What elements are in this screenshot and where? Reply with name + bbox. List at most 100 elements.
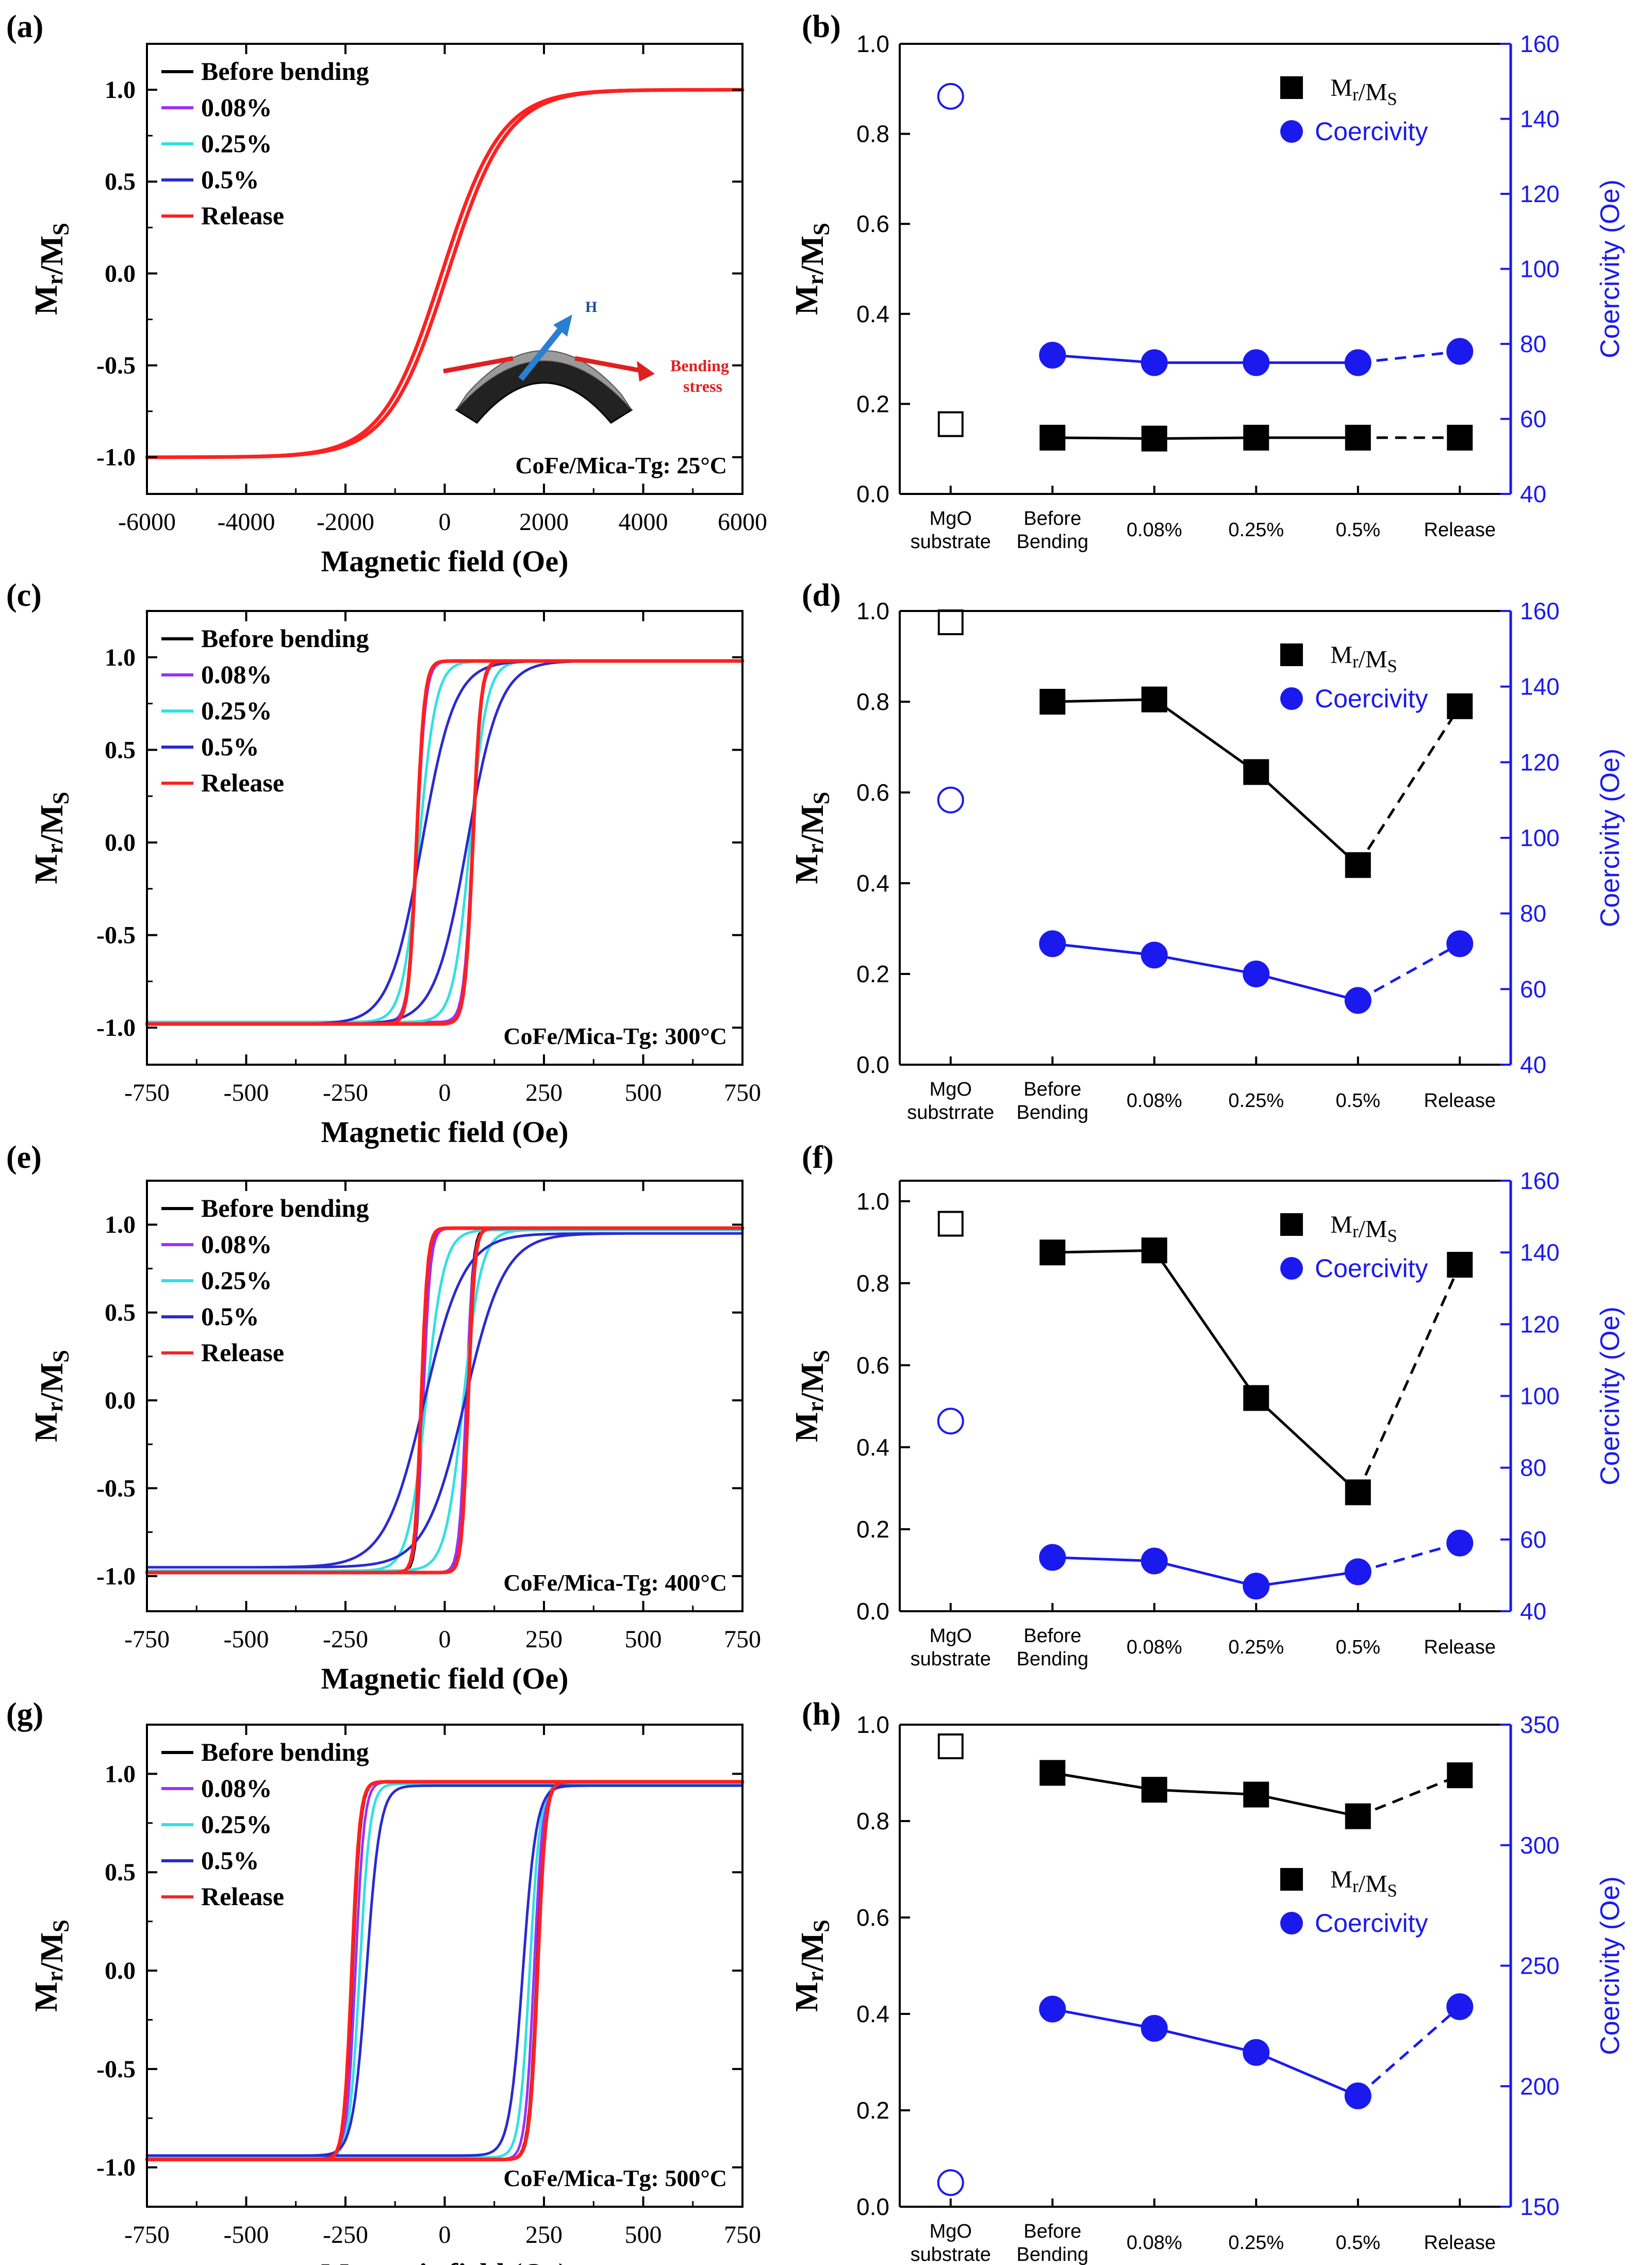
y2-tick-label: 60 [1520,1526,1546,1553]
legend-coercivity-label: Coercivity [1315,117,1428,146]
y2-axis-label: Coercivity (Oe) [1595,179,1625,358]
y2-tick-label: 80 [1520,900,1546,927]
x-tick-label: 0 [439,1079,451,1106]
y-tick-label: 0.6 [856,1904,889,1931]
legend-coercivity-marker [1280,120,1303,143]
y2-tick-label: 120 [1520,180,1560,207]
y2-tick-label: 250 [1520,1953,1560,1979]
y2-tick-label: 160 [1520,1167,1560,1194]
y-tick-label: 0.6 [856,1352,889,1379]
legend-ratio-marker [1280,1213,1303,1236]
x-tick-label: 500 [625,1626,662,1653]
subscript: r [1352,1222,1359,1242]
coercivity-marker [1446,338,1474,365]
ratio-marker [1447,1762,1473,1789]
y-axis-label: Mr/MS [789,223,834,315]
x-tick-label: -500 [224,1626,269,1653]
temperature-annotation: CoFe/Mica-Tg: 300°C [503,1023,727,1049]
y-axis-label: Mr/MS [789,792,834,884]
category-label-line1: MgO [930,1625,972,1647]
category-label: 0.08% [1127,2232,1182,2254]
y2-tick-label: 100 [1520,1383,1560,1410]
coercivity-marker [1243,2039,1270,2066]
ratio-marker [1039,1239,1066,1266]
legend-label-1: 0.08% [201,660,272,689]
summary-panel-d: 0.0 0.2 0.4 0.6 0.8 1.0 40 60 80 100 120 140 160 MgOs… [789,598,1625,1123]
y-tick-label: 0.0 [856,481,889,507]
y-tick-label: -0.5 [96,352,136,379]
category-label-line1: Before [1023,508,1081,530]
panel-label-c: (c) [6,578,42,613]
legend-label-2: 0.25% [201,696,272,725]
legend-coercivity-marker [1280,1912,1303,1935]
x-tick-label: 500 [625,1079,662,1106]
temperature-annotation: CoFe/Mica-Tg: 25°C [515,452,727,478]
legend-ratio-label: Mr/MS [1330,74,1397,109]
coercivity-marker [1446,1993,1474,2020]
legend-label-4: Release [201,768,284,797]
y-tick-label: -1.0 [96,1563,136,1590]
panel-label-h: (h) [802,1697,841,1732]
subscript: S [47,792,73,805]
x-tick-label: -750 [124,1626,170,1653]
y2-tick-label: 140 [1520,673,1560,700]
y2-axis-label: Coercivity (Oe) [1595,749,1625,928]
stress-arrow-left [443,356,514,374]
category-label: 0.5% [1335,1090,1380,1112]
y-tick-label: 0.2 [856,390,889,417]
coercivity-marker-substrate [937,82,964,110]
hysteresis-panel-a: -6000 -4000 -2000 0 2000 4000 6000 -1.0 -0.5 0.0 0… [29,43,767,578]
y-tick-label: 0.4 [856,301,889,327]
ratio-line [1052,1772,1359,1818]
ratio-marker [1141,686,1167,713]
legend-label-2: 0.25% [201,1266,272,1295]
y-tick-label: 0.5 [105,1859,136,1886]
ratio-marker [1447,693,1473,719]
category-label-line1: MgO [930,1079,972,1100]
ratio-marker [1345,1479,1371,1506]
x-tick-label: 750 [724,1626,761,1653]
temperature-annotation: CoFe/Mica-Tg: 400°C [503,1569,727,1596]
label-part: /M [35,804,70,844]
y-axis-label: Mr/MS [29,223,73,315]
y-tick-label: 1.0 [856,30,889,57]
y-tick-label: 1.0 [856,1711,889,1738]
y-tick-label: 0.8 [856,1808,889,1834]
label-part: /M [1358,646,1387,673]
category-label: 0.5% [1335,2232,1380,2254]
x-tick-label: -500 [224,1079,269,1106]
legend-label-1: 0.08% [201,1774,272,1803]
ratio-marker [1141,1777,1167,1803]
category-label: Release [1424,2232,1496,2254]
category-label-line2: substrrate [907,1102,994,1123]
legend-ratio-marker [1280,1868,1303,1891]
x-tick-label: 250 [525,1626,563,1653]
subscript: S [808,1920,834,1932]
legend-label-0: Before bending [201,57,369,86]
ratio-marker [1243,424,1269,451]
legend-label-0: Before bending [201,1194,369,1222]
x-tick-label: -750 [124,2221,170,2249]
legend-label-2: 0.25% [201,1810,272,1839]
x-axis-label: Magnetic field (Oe) [321,1662,569,1695]
coercivity-release-dashed [1358,1542,1460,1573]
y-axis-label: Mr/MS [29,1920,73,2012]
loop-series-2 [145,1782,744,2159]
category-label-line1: MgO [930,508,972,530]
category-label-line2: substrate [911,2244,991,2265]
summary-panel-f: 0.0 0.2 0.4 0.6 0.8 1.0 40 60 80 100 120 140 160 MgOs… [789,1167,1625,1670]
y-tick-label: 0.8 [856,688,889,715]
coercivity-marker [1344,987,1372,1014]
category-label-line2: Bending [1017,1102,1088,1123]
coercivity-release-dashed [1358,350,1460,364]
legend-coercivity-label: Coercivity [1315,684,1428,713]
ratio-marker [1447,1252,1473,1278]
y-tick-label: 0.0 [856,1051,889,1078]
ratio-marker-substrate [937,609,964,635]
coercivity-marker [1344,2082,1372,2109]
x-tick-label: -4000 [218,508,275,536]
y2-tick-label: 60 [1520,406,1546,433]
coercivity-marker [1344,349,1372,376]
legend-coercivity-label: Coercivity [1315,1254,1428,1283]
panel-label-d: (d) [802,578,841,613]
